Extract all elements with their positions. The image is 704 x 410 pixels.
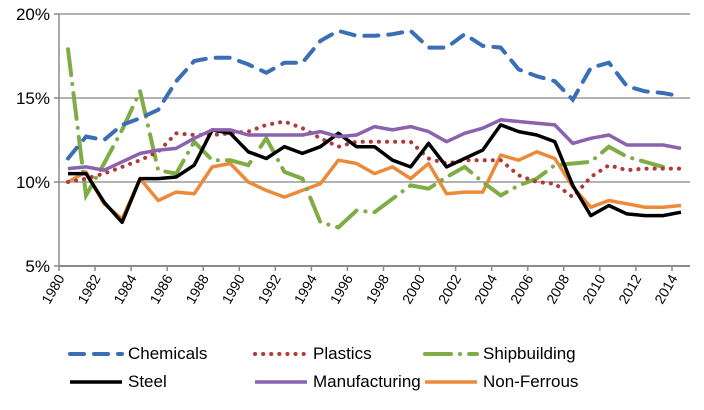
x-tick-label: 1988 bbox=[182, 271, 212, 306]
x-tick-label: 2006 bbox=[507, 271, 537, 306]
y-tick-label: 20% bbox=[16, 5, 50, 24]
legend-swatch-plastics bbox=[253, 352, 309, 356]
x-tick-label: 1990 bbox=[218, 271, 248, 306]
legend-swatch-shipbuilding bbox=[423, 352, 479, 356]
x-tick-label: 1986 bbox=[146, 271, 176, 306]
x-tick-label: 2000 bbox=[399, 271, 429, 306]
x-tick-label: 2010 bbox=[579, 271, 609, 306]
legend-swatch-manufacturing bbox=[255, 380, 307, 384]
y-axis-ticks: 5% 10% 15% 20% bbox=[16, 5, 59, 276]
x-tick-label: 1984 bbox=[110, 271, 140, 306]
legend-swatch-steel bbox=[70, 380, 122, 384]
x-tick-label: 1994 bbox=[291, 271, 321, 306]
legend-item-non-ferrous: Non-Ferrous bbox=[423, 368, 578, 396]
legend-swatch-non-ferrous bbox=[425, 380, 477, 384]
x-tick-label: 1992 bbox=[255, 271, 285, 306]
legend-label: Plastics bbox=[313, 344, 372, 363]
y-tick-label: 10% bbox=[16, 173, 50, 192]
series-line-chemicals bbox=[66, 28, 683, 161]
x-tick-label: 2008 bbox=[543, 271, 573, 306]
legend-item-chemicals: Chemicals bbox=[68, 340, 207, 368]
legend-label: Chemicals bbox=[128, 344, 208, 363]
gridlines bbox=[59, 13, 690, 267]
legend-label: Manufacturing bbox=[313, 372, 421, 391]
x-tick-label: 2012 bbox=[615, 271, 645, 306]
x-tick-label: 2002 bbox=[435, 271, 465, 306]
series-line-manufacturing bbox=[67, 118, 682, 172]
legend: Chemicals Plastics Shipbuilding Steel Manufa… bbox=[68, 340, 698, 408]
legend-item-steel: Steel bbox=[68, 368, 167, 396]
legend-item-manufacturing: Manufacturing bbox=[253, 368, 421, 396]
legend-label: Non-Ferrous bbox=[483, 372, 579, 391]
y-tick-label: 5% bbox=[25, 257, 50, 276]
x-tick-label: 2014 bbox=[651, 271, 681, 306]
series-line-plastics bbox=[66, 119, 683, 200]
y-tick-label: 15% bbox=[16, 89, 50, 108]
x-tick-label: 1982 bbox=[74, 271, 104, 306]
x-tick-label: 1998 bbox=[363, 271, 393, 306]
series-lines bbox=[66, 28, 683, 230]
x-tick-label: 2004 bbox=[471, 271, 501, 306]
axes bbox=[58, 14, 690, 267]
legend-item-plastics: Plastics bbox=[253, 340, 372, 368]
legend-item-shipbuilding: Shipbuilding bbox=[423, 340, 576, 368]
series-line-steel bbox=[68, 123, 682, 225]
x-tick-label: 1980 bbox=[38, 271, 68, 306]
line-chart: 5% 10% 15% 20% 1980 1982 1984 1986 1988 1990 1992… bbox=[16, 5, 690, 306]
x-tick-label: 1996 bbox=[327, 271, 357, 306]
legend-label: Shipbuilding bbox=[483, 344, 576, 363]
x-axis-ticks: 1980 1982 1984 1986 1988 1990 1992 1994 1996 1998… bbox=[38, 266, 681, 306]
legend-swatch-chemicals bbox=[68, 352, 124, 356]
legend-label: Steel bbox=[128, 372, 167, 391]
